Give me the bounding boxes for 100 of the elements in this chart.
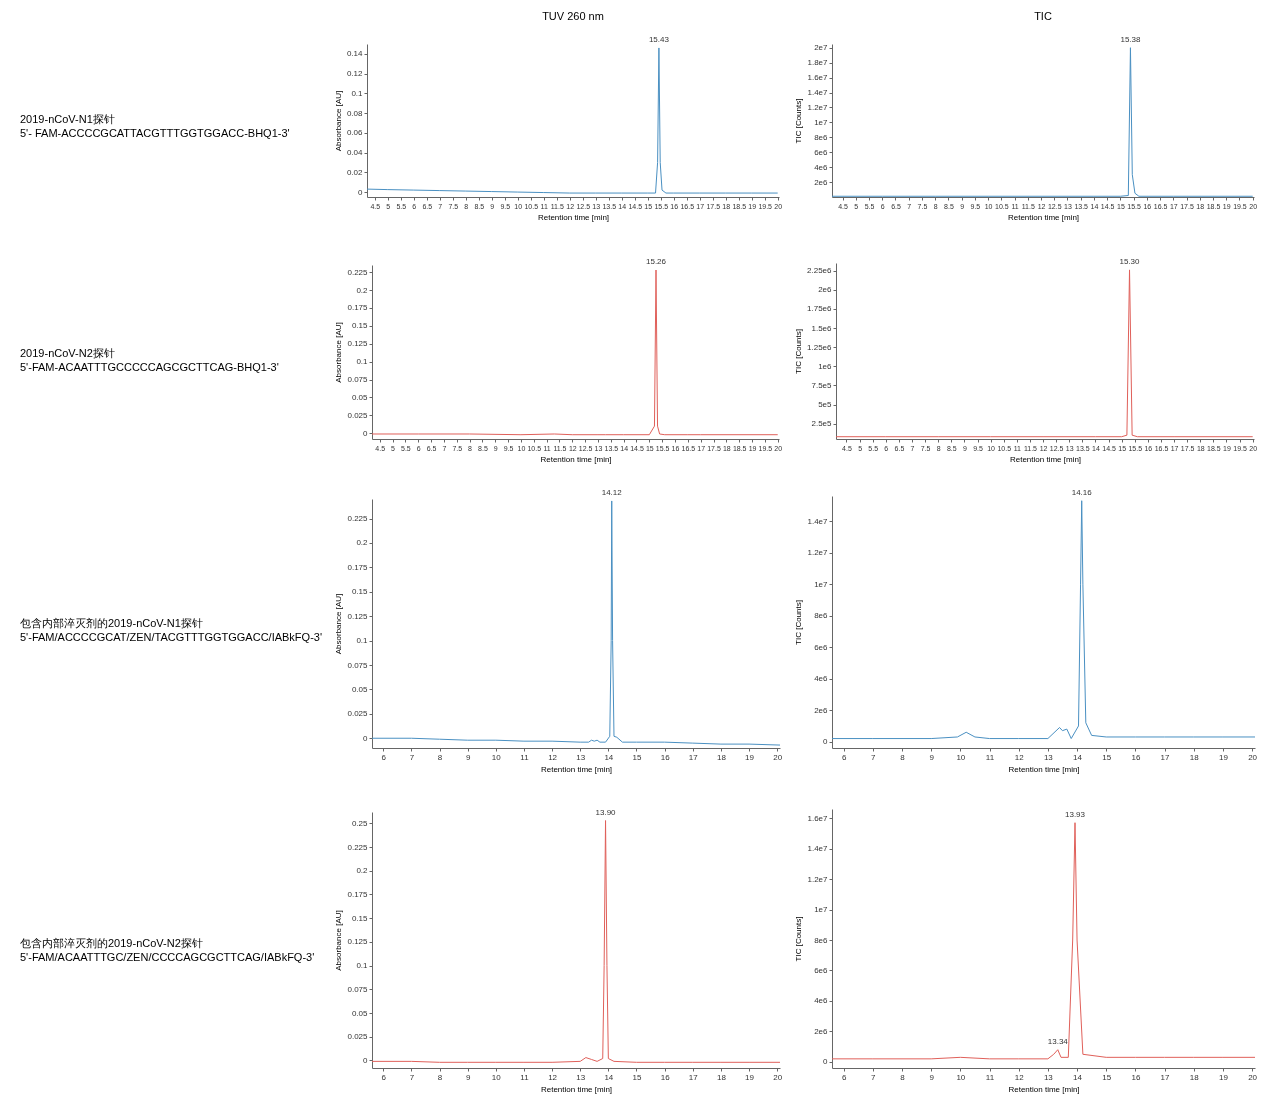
y-tick-label: 0.1 <box>351 88 364 98</box>
x-tick-label: 10 <box>491 1072 502 1082</box>
y-tick-label: 1.6e7 <box>807 813 829 823</box>
x-tick-label: 17 <box>688 752 699 762</box>
y-tick-label: 0.08 <box>346 108 364 118</box>
x-tick-label: 17 <box>688 1072 699 1082</box>
x-axis-title: Retention time [min] <box>1008 1084 1080 1094</box>
x-tick-label: 20 <box>1248 752 1258 762</box>
x-tick-label: 9 <box>929 752 935 762</box>
x-tick-label: 19 <box>1218 1072 1229 1082</box>
x-tick-label: 18 <box>1189 1072 1200 1082</box>
chart-title: TIC <box>1034 9 1052 22</box>
x-tick-label: 14 <box>1073 1072 1083 1082</box>
x-axis-title: Retention time [min] <box>1009 454 1082 464</box>
x-axis-title: Retention time [min] <box>1008 764 1080 774</box>
x-axis-title: Retention time [min] <box>1007 212 1080 222</box>
x-tick-label: 15 <box>1102 752 1112 762</box>
x-tick-label: 12 <box>1014 752 1025 762</box>
x-tick-label: 17 <box>1160 1072 1171 1082</box>
y-tick-label: 0 <box>363 1055 369 1065</box>
y-tick-label: 0.14 <box>346 49 364 59</box>
y-tick-label: 0.1 <box>356 357 369 367</box>
y-tick-label: 0.025 <box>347 709 369 719</box>
annotation: 13.90 <box>595 807 617 817</box>
x-tick-label: 6 <box>841 752 847 762</box>
y-tick-label: 1e7 <box>814 905 829 915</box>
x-axis-title: Retention time [min] <box>540 764 613 774</box>
y-axis-title: Absorbance [AU] <box>334 322 344 383</box>
x-tick-label: 10 <box>956 1072 966 1082</box>
line-series <box>372 269 779 436</box>
y-axis-title: TIC [Counts] <box>794 916 804 962</box>
x-tick-label: 15 <box>1102 1072 1112 1082</box>
y-tick-label: 0.075 <box>347 660 369 670</box>
x-tick-label: 17 <box>1160 752 1171 762</box>
x-tick-label: 14 <box>604 752 614 762</box>
y-tick-label: 2e6 <box>818 285 833 295</box>
x-tick-label: 20 <box>773 752 783 762</box>
x-tick-label: 7 <box>871 1072 877 1082</box>
x-tick-label: 18 <box>716 752 727 762</box>
y-tick-label: 2e6 <box>814 177 829 187</box>
y-tick-label: 0 <box>363 733 369 743</box>
x-tick-label: 9 <box>929 1072 935 1082</box>
line-series <box>832 500 1255 740</box>
y-tick-label: 0.025 <box>347 1032 369 1042</box>
y-tick-label: 1.4e7 <box>807 516 829 526</box>
y-tick-label: 0.175 <box>347 562 369 572</box>
y-tick-label: 6e6 <box>814 642 829 652</box>
x-tick-label: 13 <box>1043 752 1054 762</box>
x-tick-label: 9 <box>465 752 471 762</box>
x-tick-label: 9 <box>465 1072 471 1082</box>
x-tick-label: 12 <box>548 1072 558 1082</box>
x-tick-label: 6 <box>841 1072 847 1082</box>
annotation: 15.26 <box>645 257 667 267</box>
x-tick-label: 11 <box>520 1072 530 1082</box>
text: 2019-nCoV-N1探针 5'- FAM-ACCCCGCATTACGTTTGGTGGACC-BHQ1-3' <box>20 112 290 139</box>
text: 2019-nCoV-N2探针 5'-FAM-ACAATTTGCCCCCAGCGCTTCAG-BHQ1-3' <box>20 347 279 373</box>
y-tick-label: 0 <box>363 428 369 438</box>
x-tick-label: 7 <box>409 1072 415 1082</box>
x-tick-label: 7 <box>409 752 415 762</box>
y-tick-label: 0.175 <box>347 303 369 313</box>
annotation: 13.93 <box>1064 809 1086 819</box>
y-axis-title: Absorbance [AU] <box>334 910 344 971</box>
y-tick-label: 4e6 <box>814 162 829 172</box>
y-axis-title: Absorbance [AU] <box>334 593 344 655</box>
y-tick-label: 0.125 <box>347 339 369 349</box>
x-tick-label: 10 <box>491 752 502 762</box>
x-tick-label: 16 <box>660 1072 671 1082</box>
y-tick-label: 0.02 <box>346 167 364 177</box>
y-tick-label: 0.025 <box>347 410 369 420</box>
x-tick-label: 8 <box>437 752 443 762</box>
y-tick-label: 5e5 <box>818 400 833 410</box>
x-tick-label: 14 <box>604 1072 614 1082</box>
y-tick-label: 0.225 <box>347 514 369 524</box>
annotation: 15.30 <box>1119 256 1141 266</box>
x-tick-label: 16 <box>1131 1072 1141 1082</box>
y-tick-label: 1.5e6 <box>811 323 833 333</box>
x-tick-label: 19 <box>745 752 755 762</box>
x-tick-label: 18 <box>1189 752 1200 762</box>
x-tick-label: 16 <box>660 752 671 762</box>
y-tick-label: 0.175 <box>347 889 369 899</box>
y-tick-label: 2e6 <box>814 1026 829 1036</box>
x-tick-label: 8 <box>900 1072 906 1082</box>
y-tick-label: 0.04 <box>346 148 364 158</box>
y-tick-label: 6e6 <box>814 965 829 975</box>
x-tick-label: 6 <box>381 1072 387 1082</box>
x-tick-label: 12 <box>1014 1072 1025 1082</box>
x-tick-label: 16 <box>1131 752 1141 762</box>
y-tick-label: 0.125 <box>347 937 369 947</box>
chart-title: TUV 260 nm <box>542 9 604 22</box>
y-tick-label: 2.25e6 <box>807 266 833 276</box>
y-tick-label: 1.2e7 <box>807 548 829 558</box>
y-tick-label: 0.15 <box>351 321 369 331</box>
x-axis-title: Retention time [min] <box>540 454 612 464</box>
line-series <box>367 47 779 194</box>
y-axis-title: TIC [Counts] <box>794 98 804 144</box>
x-tick-label: 6 <box>381 752 387 762</box>
x-axis-title: Retention time [min] <box>537 212 610 222</box>
y-tick-label: 4e6 <box>814 674 829 684</box>
x-tick-label: 19 <box>1218 752 1229 762</box>
y-tick-label: 1.4e7 <box>807 844 829 854</box>
